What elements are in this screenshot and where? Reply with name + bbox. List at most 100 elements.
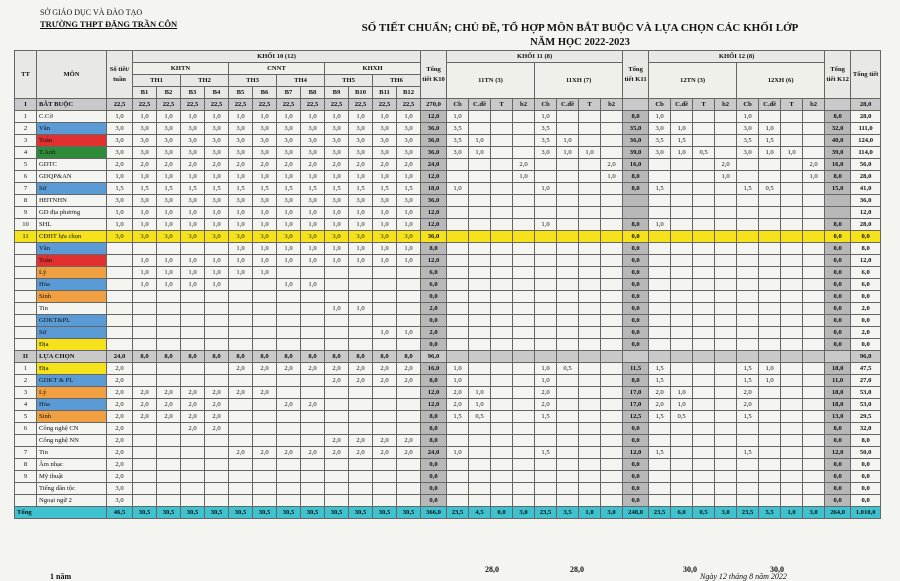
- table-cell: [395, 266, 422, 279]
- table-cell: 1,0: [446, 446, 470, 459]
- subject-name: Sinh: [36, 290, 107, 303]
- table-cell: 3,0: [395, 122, 422, 135]
- table-cell: 1,5: [736, 410, 760, 423]
- table-cell: [600, 314, 624, 327]
- table-cell: [228, 422, 253, 435]
- table-cell: [692, 398, 716, 411]
- table-cell: 1,0: [252, 254, 277, 267]
- table-cell: [600, 146, 624, 159]
- table-cell: 2,0: [714, 158, 738, 171]
- table-cell: 8,0: [228, 350, 253, 363]
- table-cell: [692, 206, 716, 219]
- table-cell: [300, 470, 325, 483]
- table-cell: 30,5: [204, 506, 229, 519]
- table-cell: [512, 446, 536, 459]
- table-cell: 3,0: [300, 230, 325, 243]
- table-cell: 3,0: [648, 122, 672, 135]
- table-cell: 3,0: [300, 134, 325, 147]
- table-cell: [156, 482, 181, 495]
- table-cell: [600, 230, 624, 243]
- table-cell: [106, 338, 133, 351]
- table-cell: 0,0: [824, 266, 852, 279]
- table-cell: [670, 362, 694, 375]
- table-cell: [372, 278, 397, 291]
- table-cell: 30,5: [395, 506, 422, 519]
- table-cell: 1,0: [348, 254, 373, 267]
- row-index: 6: [14, 422, 37, 435]
- table-cell: [534, 290, 558, 303]
- table-cell: 1,5: [395, 182, 422, 195]
- table-cell: 2,0: [106, 386, 133, 399]
- col-header: Tổng tiết: [850, 50, 882, 99]
- table-cell: 1,0: [228, 254, 253, 267]
- table-cell: T: [578, 98, 602, 111]
- table-cell: 1,0: [156, 170, 181, 183]
- table-cell: 2,0: [180, 158, 205, 171]
- table-cell: [156, 446, 181, 459]
- table-cell: [276, 290, 301, 303]
- table-cell: [468, 422, 492, 435]
- table-cell: 12,0: [622, 446, 650, 459]
- table-cell: [372, 494, 397, 507]
- table-cell: [556, 386, 580, 399]
- table-cell: [468, 326, 492, 339]
- table-cell: 0,0: [420, 470, 448, 483]
- table-cell: 1,5: [106, 182, 133, 195]
- table-cell: [228, 470, 253, 483]
- table-cell: 4,5: [468, 506, 492, 519]
- table-cell: [228, 314, 253, 327]
- table-cell: [204, 302, 229, 315]
- class-header: B5: [228, 86, 253, 99]
- table-cell: [578, 422, 602, 435]
- table-cell: [692, 110, 716, 123]
- table-cell: [802, 314, 826, 327]
- table-cell: [276, 458, 301, 471]
- table-cell: 3,0: [446, 146, 470, 159]
- table-cell: [578, 170, 602, 183]
- subject-name: Sinh: [36, 410, 107, 423]
- table-cell: 23,5: [736, 506, 760, 519]
- table-cell: [758, 494, 782, 507]
- subject-name: GDQP&AN: [36, 170, 107, 183]
- table-cell: 2,0: [276, 446, 301, 459]
- table-cell: [534, 206, 558, 219]
- table-cell: 0,5: [692, 146, 716, 159]
- table-cell: [468, 218, 492, 231]
- table-cell: 1,0: [132, 278, 157, 291]
- table-row: Địa 0,0 0,0 0,0 0,0: [14, 338, 882, 351]
- table-cell: 3,0: [372, 230, 397, 243]
- table-cell: 1,0: [180, 170, 205, 183]
- table-cell: 24,0: [420, 158, 448, 171]
- table-cell: 1,5: [300, 182, 325, 195]
- table-cell: [490, 362, 514, 375]
- row-index: [14, 314, 37, 327]
- table-cell: [692, 194, 716, 207]
- table-cell: [228, 434, 253, 447]
- table-cell: 22,5: [204, 98, 229, 111]
- table-cell: [156, 434, 181, 447]
- table-cell: [758, 266, 782, 279]
- table-cell: [534, 494, 558, 507]
- table-cell: [534, 422, 558, 435]
- table-cell: [276, 314, 301, 327]
- table-cell: 3,0: [395, 230, 422, 243]
- row-index: [14, 254, 37, 267]
- subject-name: GD địa phương: [36, 206, 107, 219]
- table-cell: 1,0: [348, 170, 373, 183]
- table-cell: [490, 434, 514, 447]
- table-cell: 1,0: [468, 398, 492, 411]
- table-cell: [714, 326, 738, 339]
- table-cell: 2,0: [156, 158, 181, 171]
- table-cell: 1,0: [324, 218, 349, 231]
- table-cell: 2,0: [204, 398, 229, 411]
- table-cell: [276, 386, 301, 399]
- table-cell: [156, 314, 181, 327]
- table-cell: 3,0: [132, 146, 157, 159]
- table-cell: [758, 218, 782, 231]
- table-cell: [252, 482, 277, 495]
- table-cell: [468, 182, 492, 195]
- table-cell: 1,0: [578, 146, 602, 159]
- table-cell: [180, 314, 205, 327]
- table-cell: 1,0: [156, 110, 181, 123]
- table-cell: [446, 314, 470, 327]
